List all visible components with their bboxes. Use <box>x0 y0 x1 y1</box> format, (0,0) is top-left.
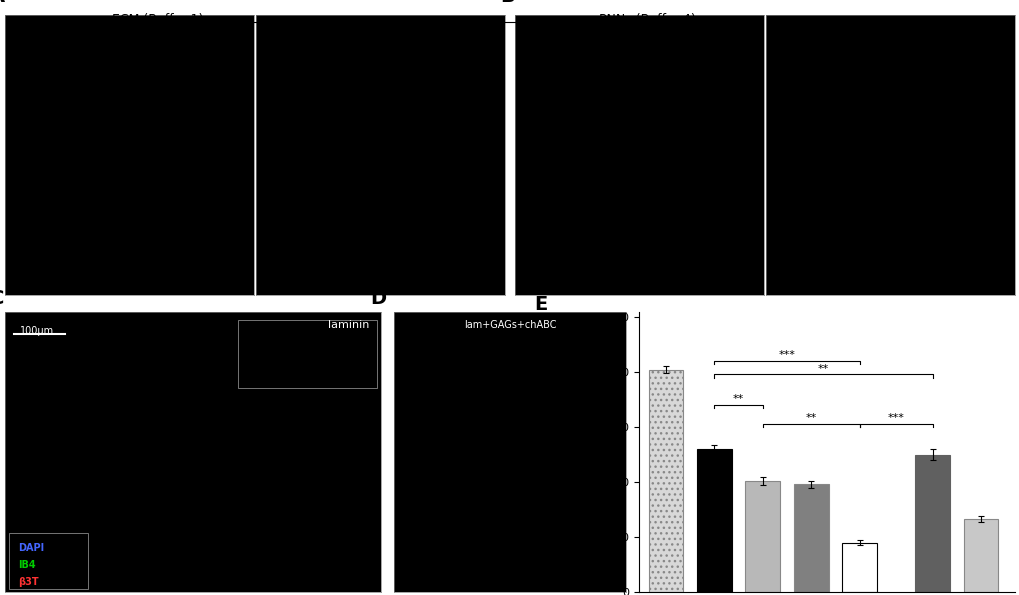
Text: D: D <box>370 289 386 308</box>
Text: ***: *** <box>887 414 904 424</box>
Bar <box>914 455 949 592</box>
Text: **: ** <box>817 364 828 374</box>
Bar <box>696 449 732 592</box>
Text: **: ** <box>733 394 744 404</box>
Bar <box>745 481 780 592</box>
Text: 100µm: 100µm <box>20 326 54 336</box>
Text: **: ** <box>805 414 816 424</box>
Text: ECM (Buffer 1): ECM (Buffer 1) <box>112 13 204 26</box>
Text: lam+GAGs+chABC: lam+GAGs+chABC <box>464 320 555 330</box>
Text: PNNs (Buffer 4): PNNs (Buffer 4) <box>599 13 695 26</box>
Text: A: A <box>0 0 5 6</box>
Text: β3T: β3T <box>18 577 39 587</box>
Y-axis label: longest axons (µm): longest axons (µm) <box>592 398 602 506</box>
Text: C: C <box>0 289 4 308</box>
Bar <box>963 519 998 592</box>
Text: ***: *** <box>777 350 795 360</box>
Text: DAPI: DAPI <box>18 543 44 553</box>
Bar <box>648 369 683 592</box>
Text: laminin: laminin <box>328 320 369 330</box>
Text: B: B <box>499 0 515 6</box>
Bar <box>793 484 828 592</box>
Text: E: E <box>534 295 547 314</box>
Bar <box>842 543 876 592</box>
Text: IB4: IB4 <box>18 560 36 570</box>
